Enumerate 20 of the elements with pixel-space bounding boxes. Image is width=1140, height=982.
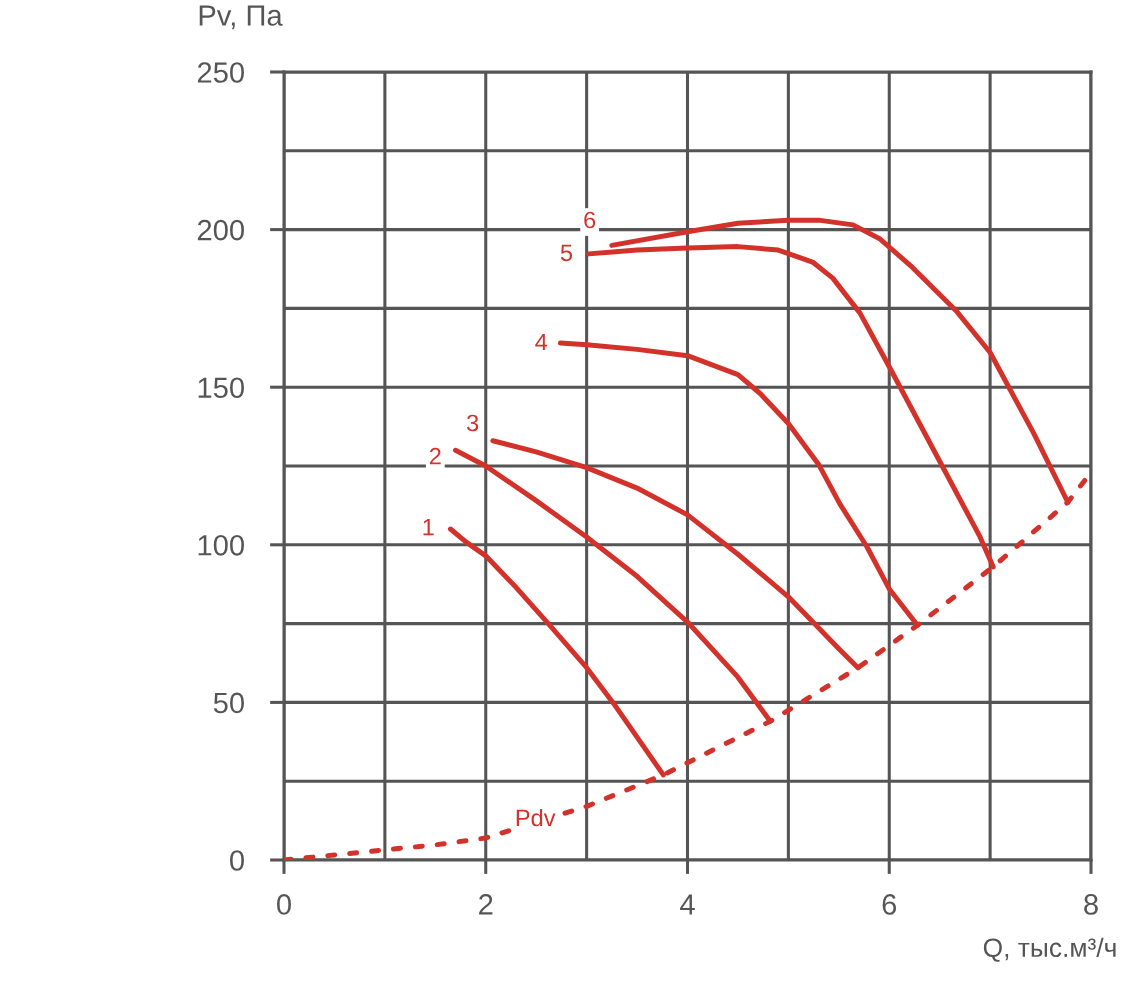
y-tick-label: 100 <box>198 535 244 556</box>
y-tick-label: 150 <box>198 377 244 399</box>
y-tick-label: 50 <box>213 692 244 714</box>
annotation: 1 <box>423 518 434 536</box>
annotation: 5 <box>560 244 573 262</box>
annotation: 4 <box>535 333 548 351</box>
x-axis-title: Q, тыс.м³/ч <box>983 937 1116 962</box>
x-tick-label: 6 <box>882 894 897 915</box>
x-tick-label: 2 <box>479 894 493 915</box>
x-tick-label: 4 <box>680 894 695 915</box>
annotation: 2 <box>429 447 441 465</box>
y-tick-label: 200 <box>197 219 244 241</box>
x-tick-label: 0 <box>277 894 291 915</box>
y-axis-title: Pv, Па <box>199 5 283 30</box>
x-tick-label: 8 <box>1084 894 1098 915</box>
y-tick-label: 0 <box>230 850 244 871</box>
y-tick-label: 250 <box>197 62 244 83</box>
annotation: Pdv <box>516 808 556 827</box>
annotation: 6 <box>584 211 596 229</box>
annotation: 3 <box>466 414 479 432</box>
